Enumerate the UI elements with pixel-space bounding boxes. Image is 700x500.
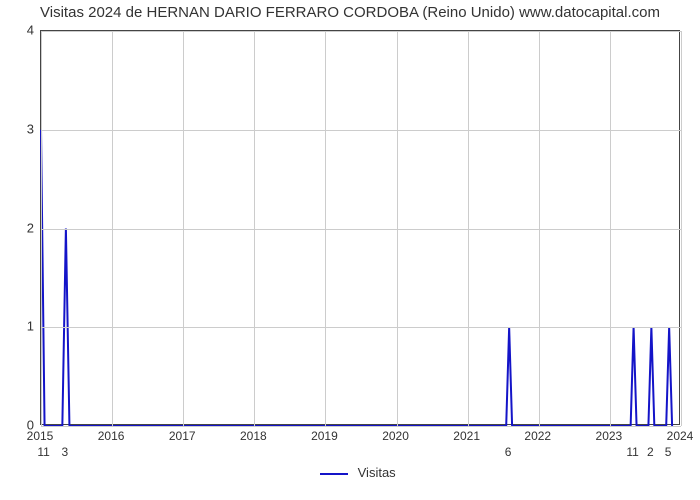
data-label: 2 <box>647 445 654 459</box>
ytick-label: 2 <box>12 220 34 235</box>
plot-area <box>40 30 680 425</box>
data-label: 3 <box>62 445 69 459</box>
ytick-label: 3 <box>12 121 34 136</box>
grid-line-h <box>41 130 681 131</box>
grid-line-v <box>539 31 540 426</box>
series-path <box>41 130 672 426</box>
legend-marker <box>320 473 348 475</box>
xtick-label: 2021 <box>453 429 480 443</box>
grid-line-v <box>112 31 113 426</box>
xtick-label: 2018 <box>240 429 267 443</box>
grid-line-v <box>397 31 398 426</box>
data-label: 11 <box>37 445 49 459</box>
grid-line-h <box>41 426 681 427</box>
grid-line-v <box>325 31 326 426</box>
xtick-label: 2022 <box>524 429 551 443</box>
grid-line-h <box>41 31 681 32</box>
data-label: 5 <box>665 445 672 459</box>
grid-line-v <box>254 31 255 426</box>
xtick-label: 2017 <box>169 429 196 443</box>
grid-line-v <box>610 31 611 426</box>
grid-line-v <box>468 31 469 426</box>
legend: Visitas <box>320 465 396 480</box>
xtick-label: 2015 <box>27 429 54 443</box>
grid-line-h <box>41 327 681 328</box>
xtick-label: 2016 <box>98 429 125 443</box>
chart-container: Visitas 2024 de HERNAN DARIO FERRARO COR… <box>0 0 700 500</box>
legend-label: Visitas <box>358 465 396 480</box>
data-label: 6 <box>505 445 512 459</box>
chart-title: Visitas 2024 de HERNAN DARIO FERRARO COR… <box>0 4 700 21</box>
xtick-label: 2020 <box>382 429 409 443</box>
xtick-label: 2023 <box>596 429 623 443</box>
grid-line-h <box>41 229 681 230</box>
ytick-label: 4 <box>12 23 34 38</box>
grid-line-v <box>183 31 184 426</box>
ytick-label: 1 <box>12 319 34 334</box>
data-label: 11 <box>626 445 638 459</box>
grid-line-v <box>41 31 42 426</box>
grid-line-v <box>681 31 682 426</box>
xtick-label: 2019 <box>311 429 338 443</box>
xtick-label: 2024 <box>667 429 694 443</box>
